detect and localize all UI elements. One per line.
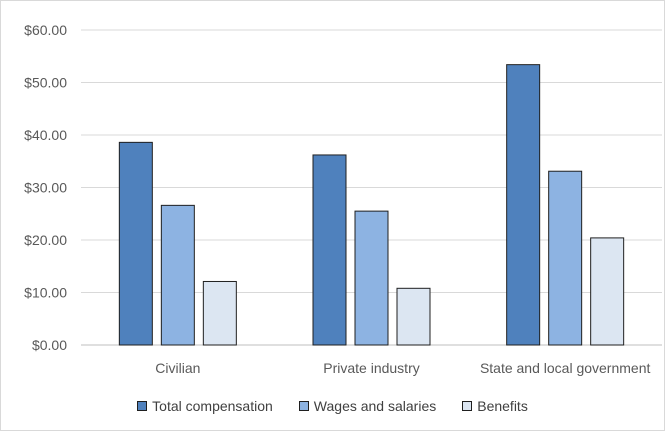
legend-item-total-compensation: Total compensation [137, 398, 273, 414]
legend-item-benefits: Benefits [462, 398, 528, 414]
y-tick-label: $60.00 [24, 22, 67, 38]
y-tick-label: $30.00 [24, 180, 67, 196]
bar [548, 170, 583, 346]
legend-label-benefits: Benefits [477, 398, 528, 414]
y-tick-label: $40.00 [24, 127, 67, 143]
legend: Total compensation Wages and salaries Be… [0, 398, 665, 414]
x-tick-label: State and local government [480, 360, 651, 376]
y-tick-label: $0.00 [32, 337, 67, 353]
legend-swatch-wages-and-salaries [298, 401, 309, 411]
bar [506, 64, 541, 346]
legend-swatch-total-compensation [137, 401, 148, 411]
bar [354, 210, 389, 346]
y-tick-label: $20.00 [24, 232, 67, 248]
legend-item-wages-and-salaries: Wages and salaries [298, 398, 437, 414]
x-tick-label: Private industry [323, 360, 419, 376]
bar [118, 141, 153, 346]
legend-swatch-benefits [462, 401, 473, 411]
legend-label-wages-and-salaries: Wages and salaries [313, 398, 437, 414]
bar [396, 287, 431, 346]
legend-label-total-compensation: Total compensation [152, 398, 273, 414]
bar [590, 237, 625, 346]
bar [202, 280, 237, 346]
bar [312, 154, 347, 346]
x-tick-label: Civilian [155, 360, 200, 376]
bar [160, 204, 195, 346]
y-tick-label: $50.00 [24, 75, 67, 91]
y-tick-label: $10.00 [24, 285, 67, 301]
